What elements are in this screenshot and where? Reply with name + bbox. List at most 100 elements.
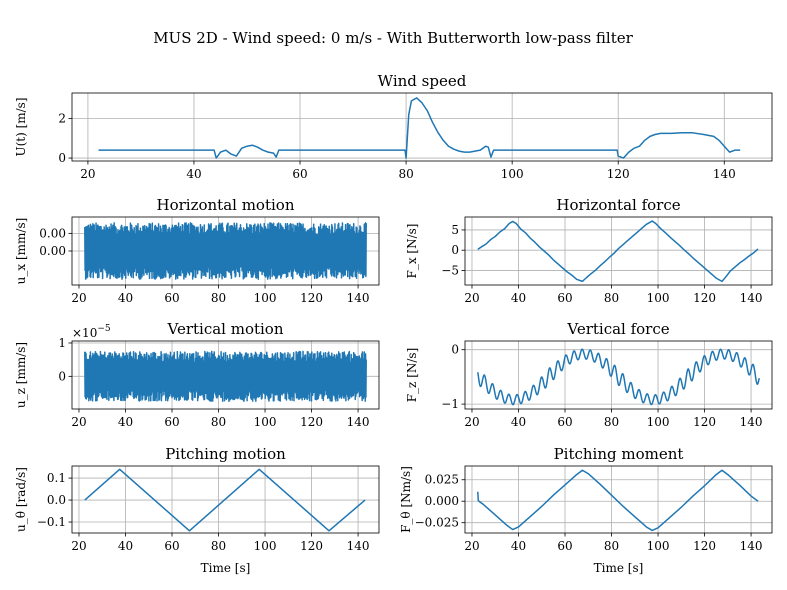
axes-frame	[71, 92, 773, 162]
y-tick-label: 1	[58, 336, 66, 350]
y-tick-label: 2	[58, 112, 66, 126]
x-tick-label: 120	[693, 291, 716, 305]
axes-frame	[464, 216, 773, 286]
series-line	[477, 348, 760, 406]
x-tick-label: 20	[71, 415, 86, 429]
x-tick-label: 100	[647, 291, 670, 305]
x-tick-label: 120	[607, 167, 630, 181]
x-tick-label: 40	[118, 539, 133, 553]
x-tick-label: 140	[713, 167, 736, 181]
x-tick-label: 40	[511, 415, 526, 429]
series-line	[84, 468, 366, 532]
x-tick-label: 60	[292, 167, 307, 181]
y-tick-label: 0.1	[47, 471, 66, 485]
x-tick-label: 20	[71, 291, 86, 305]
axes-title: Pitching motion	[165, 445, 286, 463]
x-tick-label: 120	[300, 291, 323, 305]
x-tick-label: 60	[164, 539, 179, 553]
x-tick-label: 80	[211, 539, 226, 553]
y-tick-label: −1	[441, 397, 459, 411]
x-tick-label: 20	[464, 415, 479, 429]
x-tick-label: 40	[511, 539, 526, 553]
y-axis-label: U(t) [m/s]	[14, 97, 28, 156]
x-tick-label: 80	[211, 291, 226, 305]
axes-title: Vertical force	[566, 320, 669, 338]
axes-title: Pitching moment	[554, 445, 684, 463]
horizontal-force-axes: 20 40 60 80 100 120 140 5 0 −5 Horizontal force F_x…	[405, 196, 773, 305]
y-axis-label: F_θ [Nm/s]	[399, 466, 413, 533]
wind-speed-axes: 20 40 60 80 100 120 140 0 2 Wind speed U(t) [m/s]	[14, 72, 773, 181]
x-tick-label: 40	[118, 291, 133, 305]
y-axis-label: F_z [N/s]	[405, 348, 419, 403]
x-tick-label: 40	[511, 291, 526, 305]
x-tick-label: 40	[118, 415, 133, 429]
x-axis-label: Time [s]	[201, 561, 251, 575]
axes-frame	[71, 340, 380, 410]
x-tick-label: 60	[557, 415, 572, 429]
axes-frame	[71, 465, 380, 534]
x-tick-label: 60	[557, 539, 572, 553]
x-tick-label: 140	[740, 415, 763, 429]
x-tick-label: 100	[647, 539, 670, 553]
series-line	[84, 350, 367, 403]
y-tick-label: −0.025	[415, 516, 459, 530]
x-tick-label: 100	[254, 415, 277, 429]
x-tick-label: 140	[740, 291, 763, 305]
series-line	[98, 97, 741, 159]
pitching-moment-axes: 20 40 60 80 100 120 140 0.025 0.000 −0.025 Pitchin…	[399, 445, 773, 575]
figure-suptitle: MUS 2D - Wind speed: 0 m/s - With Butter…	[153, 29, 633, 47]
x-tick-label: 60	[164, 415, 179, 429]
x-axis-label: Time [s]	[594, 561, 644, 575]
x-tick-label: 100	[501, 167, 524, 181]
x-tick-label: 40	[186, 167, 201, 181]
y-axis-label: u_θ [rad/s]	[14, 467, 28, 532]
x-tick-label: 60	[557, 291, 572, 305]
y-tick-label: −0.1	[37, 515, 66, 529]
axes-title: Horizontal force	[556, 196, 680, 214]
series-line	[477, 220, 759, 283]
y-tick-label: 0.0	[47, 493, 66, 507]
axes-frame	[464, 340, 773, 410]
x-tick-label: 80	[211, 415, 226, 429]
x-tick-label: 100	[647, 415, 670, 429]
y-tick-label: 0	[58, 151, 66, 165]
horizontal-motion-axes: 20 40 60 80 100 120 140 0.00 0.00 Horizontal moti…	[14, 196, 380, 305]
y-tick-label: 0	[58, 369, 66, 383]
vertical-motion-axes: 20 40 60 80 100 120 140 1 0 Vertical motion u_z [m…	[14, 320, 380, 429]
x-tick-label: 140	[347, 291, 370, 305]
pitching-motion-axes: 20 40 60 80 100 120 140 0.1 0.0 −0.1 Pitching moti…	[14, 445, 380, 575]
x-tick-label: 140	[347, 539, 370, 553]
y-axis-label: F_x [N/s]	[405, 224, 419, 279]
axes-frame	[464, 465, 773, 534]
y-tick-label: −5	[441, 263, 459, 277]
x-tick-label: 140	[740, 539, 763, 553]
x-tick-label: 20	[71, 539, 86, 553]
x-tick-label: 20	[464, 539, 479, 553]
y-offset-exponent: −5	[97, 324, 111, 334]
y-tick-label: 0	[451, 243, 459, 257]
x-tick-label: 80	[604, 291, 619, 305]
x-tick-label: 80	[398, 167, 413, 181]
y-axis-label: u_x [mm/s]	[14, 218, 28, 285]
y-tick-label: 0.00	[39, 226, 66, 240]
axes-title: Wind speed	[378, 72, 467, 90]
x-tick-label: 100	[254, 291, 277, 305]
x-tick-label: 100	[254, 539, 277, 553]
y-tick-label: 0.000	[425, 494, 459, 508]
x-tick-label: 80	[604, 539, 619, 553]
y-tick-label: 5	[451, 223, 459, 237]
y-axis-label: u_z [mm/s]	[14, 342, 28, 408]
axes-title: Horizontal motion	[157, 196, 295, 214]
x-tick-label: 120	[693, 539, 716, 553]
y-tick-label: 0	[451, 343, 459, 357]
x-tick-label: 140	[347, 415, 370, 429]
y-offset-label: ×10−5	[72, 324, 111, 340]
vertical-force-axes: 20 40 60 80 100 120 140 0 −1 Vertical force F_z [N…	[405, 320, 773, 429]
series-line	[477, 469, 759, 532]
x-tick-label: 120	[300, 415, 323, 429]
y-tick-label: 0.00	[39, 244, 66, 258]
x-tick-label: 60	[164, 291, 179, 305]
x-tick-label: 120	[300, 539, 323, 553]
x-tick-label: 80	[604, 415, 619, 429]
